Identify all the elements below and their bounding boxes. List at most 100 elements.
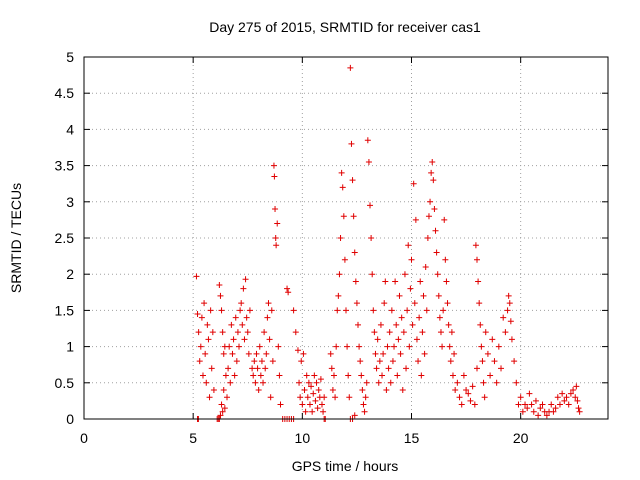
data-point [328,365,335,372]
data-point [431,206,438,213]
data-point [526,390,533,397]
data-point [349,177,356,184]
data-point [220,387,227,394]
axis-ticks: 0 0.5 1 1.5 2 2.5 3 3.5 4 4.5 5 0 5 10 15 20 [55,49,608,446]
data-point [445,321,452,328]
data-point [535,412,542,419]
data-point [356,343,363,350]
y-tick-label: 3 [66,194,74,210]
data-point [340,213,347,220]
data-point [231,372,238,379]
data-point [502,329,509,336]
data-point [318,401,325,408]
data-point [498,365,505,372]
data-point [391,343,398,350]
data-point [206,394,213,401]
data-point [224,394,231,401]
data-point [476,300,483,307]
data-point [334,307,341,314]
data-point [522,401,529,408]
data-point [336,271,343,278]
data-point [361,408,368,415]
y-tick-label: 5 [66,49,74,65]
data-point [273,242,280,249]
data-point [384,343,391,350]
data-point [360,401,367,408]
data-point [359,387,366,394]
data-point [353,300,360,307]
data-point [198,314,205,321]
data-point [539,401,546,408]
data-point [202,350,209,357]
data-point [230,336,237,343]
data-point [550,408,557,415]
data-point [343,307,349,314]
data-point [216,282,223,289]
data-point [333,343,340,350]
data-point [423,307,430,314]
data-point [410,180,417,187]
data-point [338,169,345,176]
data-point [396,292,403,299]
data-point [432,227,439,234]
data-point [433,249,440,256]
data-point [226,343,233,350]
data-point [397,350,404,357]
data-point [302,408,309,415]
data-point [537,405,544,412]
data-point [430,177,437,184]
data-point [203,379,210,386]
data-point [275,343,282,350]
x-tick-label: 15 [404,430,420,446]
data-point [365,158,372,165]
data-point [255,387,262,394]
data-point [346,394,353,401]
data-point [197,343,204,350]
data-point [263,350,270,357]
data-point [363,379,370,386]
data-point [292,329,299,336]
data-point [232,314,239,321]
data-point [236,343,243,350]
data-point [265,300,272,307]
data-point [348,140,355,147]
data-point [399,387,406,394]
data-point [294,347,301,354]
data-point [404,307,411,314]
data-point [362,394,369,401]
data-point [222,372,229,379]
data-point [327,350,334,357]
data-point [417,278,424,285]
data-point [449,372,456,379]
data-point [225,365,232,372]
data-point [252,379,259,386]
y-tick-label: 1 [66,339,74,355]
data-point [504,307,511,314]
data-point [380,350,387,357]
data-point [556,401,563,408]
x-tick-label: 10 [295,430,311,446]
data-point [239,321,246,328]
data-point [379,372,386,379]
data-point [227,379,234,386]
data-point [195,329,202,336]
data-point [196,358,203,365]
data-point [350,213,357,220]
data-point [244,329,251,336]
data-point [370,307,377,314]
data-point [381,300,388,307]
x-tick-label: 5 [189,430,197,446]
data-point [421,350,428,357]
data-point [317,376,324,383]
data-point [300,350,307,357]
data-point [387,379,394,386]
data-point [511,358,518,365]
data-point [310,390,317,397]
y-tick-label: 3.5 [55,158,75,174]
data-point [513,379,520,386]
data-point [272,206,279,213]
data-point [442,256,449,263]
data-point [407,285,414,292]
data-point [548,401,555,408]
data-point [237,307,244,314]
